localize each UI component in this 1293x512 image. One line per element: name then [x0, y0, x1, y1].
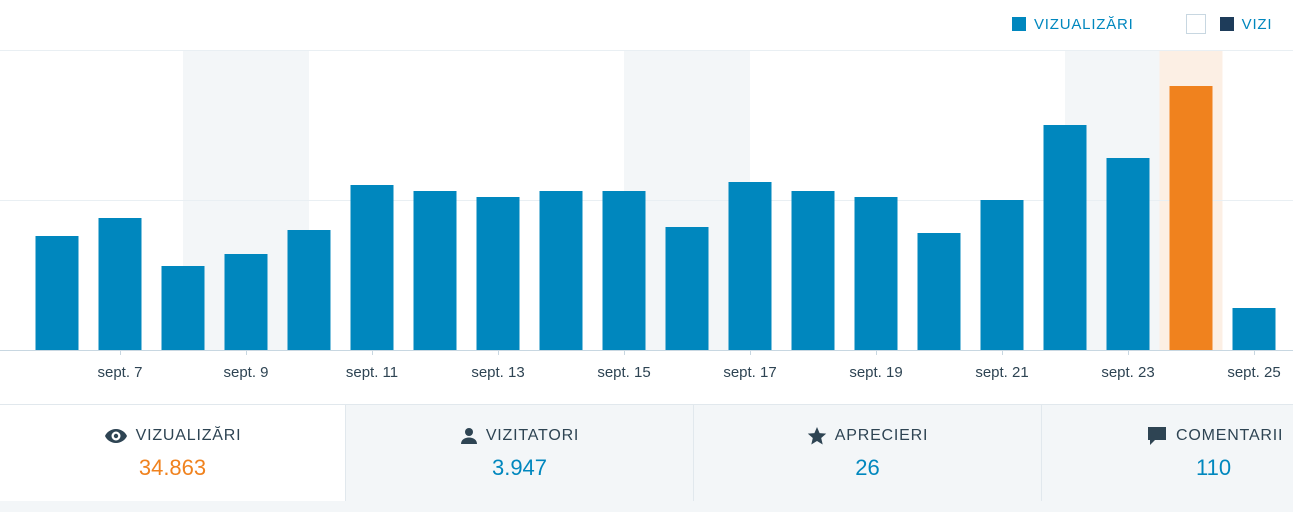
- bar-sept-6: [35, 236, 79, 350]
- tab-visitors-label: VIZITATORI: [485, 427, 580, 444]
- bar-sept-22: [1043, 125, 1087, 350]
- tab-visitors-value: 3.947: [491, 455, 548, 480]
- tab-views-header: VIZUALIZĂRI: [0, 425, 345, 447]
- bar-sept-24: [1169, 86, 1213, 350]
- stats-tabs: VIZUALIZĂRI 34.863 VIZITATORI 3.947 APRE…: [0, 404, 1293, 503]
- bar-sept-18: [791, 191, 835, 350]
- bar-sept-23: [1106, 158, 1150, 350]
- bar-sept-12: [413, 191, 457, 350]
- x-tick-label: sept. 9: [223, 364, 268, 381]
- bar-sept-8: [161, 266, 205, 350]
- bar-sept-10: [287, 230, 331, 350]
- x-tick-label: sept. 15: [597, 364, 650, 381]
- tab-comments-header: COMENTARII: [1042, 425, 1293, 447]
- bar-sept-16: [665, 227, 709, 350]
- bar-sept-14: [539, 191, 583, 350]
- tab-visitors[interactable]: VIZITATORI 3.947: [345, 405, 693, 501]
- bar-sept-20: [917, 233, 961, 350]
- chart-legend: VIZUALIZĂRI VIZI: [1012, 12, 1293, 36]
- legend-swatch-views: [1012, 17, 1026, 31]
- views-bar-chart: sept. 7 sept. 9 sept. 11 sept. 13 sept. 15 se…: [0, 12, 1293, 381]
- bar-sept-15: [602, 191, 646, 350]
- x-tick-label: sept. 25: [1227, 364, 1280, 381]
- tab-likes-label: APRECIERI: [834, 427, 929, 444]
- person-icon: [460, 428, 477, 444]
- x-tick-label: sept. 13: [471, 364, 524, 381]
- legend-item-views[interactable]: VIZUALIZĂRI: [1012, 16, 1134, 33]
- bar-sept-21: [980, 200, 1024, 350]
- tab-visitors-header: VIZITATORI: [346, 425, 693, 447]
- tab-likes-header: APRECIERI: [694, 425, 1041, 447]
- footer-strip: [0, 502, 1293, 512]
- bar-sept-11: [350, 185, 394, 350]
- x-tick-label: sept. 21: [975, 364, 1028, 381]
- bar-sept-17: [728, 182, 772, 350]
- tab-comments-value: 110: [1196, 455, 1232, 480]
- legend-label-views: VIZUALIZĂRI: [1034, 15, 1134, 33]
- legend-item-visitors[interactable]: VIZI: [1185, 14, 1273, 34]
- legend-swatch-visitors: [1219, 17, 1234, 31]
- x-tick-label: sept. 7: [97, 364, 142, 381]
- x-tick-label: sept. 11: [346, 364, 398, 381]
- x-tick-label: sept. 23: [1101, 364, 1154, 381]
- legend-toggle-checkbox[interactable]: [1185, 14, 1206, 34]
- bar-sept-9: [224, 254, 268, 350]
- bar-sept-19: [854, 197, 898, 350]
- eye-icon: [104, 429, 127, 443]
- tab-comments-label: COMENTARII: [1176, 427, 1284, 444]
- tab-likes-value: 26: [855, 455, 880, 480]
- bar-sept-25: [1232, 308, 1276, 350]
- tab-comments[interactable]: COMENTARII 110: [1041, 405, 1293, 501]
- star-icon: [807, 427, 826, 445]
- x-tick-label: sept. 19: [849, 364, 902, 381]
- legend-label-visitors: VIZI: [1241, 15, 1273, 33]
- tab-views[interactable]: VIZUALIZĂRI 34.863: [0, 405, 345, 501]
- bar-sept-13: [476, 197, 520, 350]
- chart-svg: sept. 7 sept. 9 sept. 11 sept. 13 sept. 15 se…: [0, 50, 1293, 381]
- tab-views-value: 34.863: [138, 455, 207, 480]
- tab-likes[interactable]: APRECIERI 26: [693, 405, 1041, 501]
- x-tick-label: sept. 17: [723, 364, 776, 381]
- bar-sept-7: [98, 218, 142, 350]
- tab-views-label: VIZUALIZĂRI: [135, 427, 242, 444]
- comment-icon: [1148, 427, 1166, 445]
